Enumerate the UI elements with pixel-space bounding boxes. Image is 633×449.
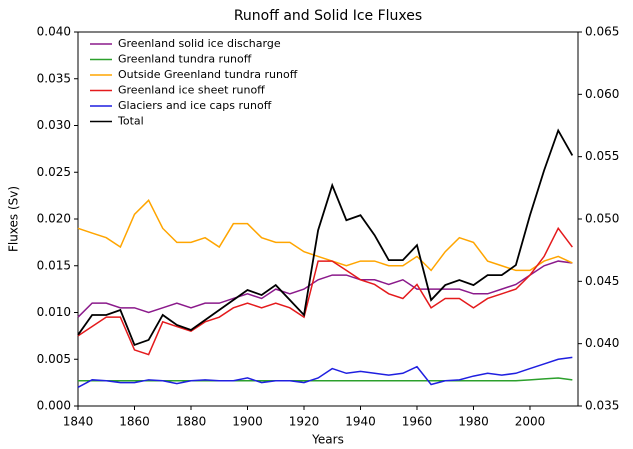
y-tick-label: 0.005 — [37, 352, 71, 366]
y-tick-label: 0.035 — [37, 71, 71, 85]
x-tick-label: 1920 — [289, 415, 320, 429]
y2-tick-label: 0.040 — [585, 336, 619, 350]
series-line — [77, 128, 574, 347]
legend-label: Greenland ice sheet runoff — [118, 84, 265, 97]
y-tick-label: 0.040 — [37, 25, 71, 39]
y-tick-label: 0.030 — [37, 118, 71, 132]
y2-tick-label: 0.065 — [585, 25, 619, 39]
series-line — [77, 199, 573, 272]
legend-label: Greenland solid ice discharge — [118, 37, 281, 50]
x-tick-label: 1840 — [63, 415, 94, 429]
legend-label: Glaciers and ice caps runoff — [118, 99, 272, 112]
legend-label: Outside Greenland tundra runoff — [118, 68, 298, 81]
x-tick-label: 2000 — [515, 415, 546, 429]
x-tick-label: 1960 — [402, 415, 433, 429]
y-tick-label: 0.000 — [37, 399, 71, 413]
y-tick-label: 0.025 — [37, 165, 71, 179]
series-line — [77, 226, 573, 356]
legend-label: Greenland tundra runoff — [118, 53, 252, 66]
series-line — [77, 260, 573, 318]
x-tick-label: 1980 — [458, 415, 489, 429]
y-tick-label: 0.010 — [37, 305, 71, 319]
y-tick-label: 0.020 — [37, 212, 71, 226]
y2-tick-label: 0.035 — [585, 399, 619, 413]
y2-tick-label: 0.050 — [585, 212, 619, 226]
x-tick-label: 1880 — [176, 415, 207, 429]
x-axis-label: Years — [311, 433, 344, 447]
x-tick-label: 1940 — [345, 415, 376, 429]
x-tick-label: 1860 — [119, 415, 150, 429]
y2-tick-label: 0.055 — [585, 149, 619, 163]
y-axis-label: Fluxes (Sv) — [7, 186, 21, 252]
y2-tick-label: 0.045 — [585, 274, 619, 288]
chart-title: Runoff and Solid Ice Fluxes — [234, 8, 422, 24]
legend-label: Total — [117, 115, 144, 128]
x-tick-label: 1900 — [232, 415, 263, 429]
y-tick-label: 0.015 — [37, 258, 71, 272]
series-line — [77, 356, 573, 388]
y2-tick-label: 0.060 — [585, 87, 619, 101]
